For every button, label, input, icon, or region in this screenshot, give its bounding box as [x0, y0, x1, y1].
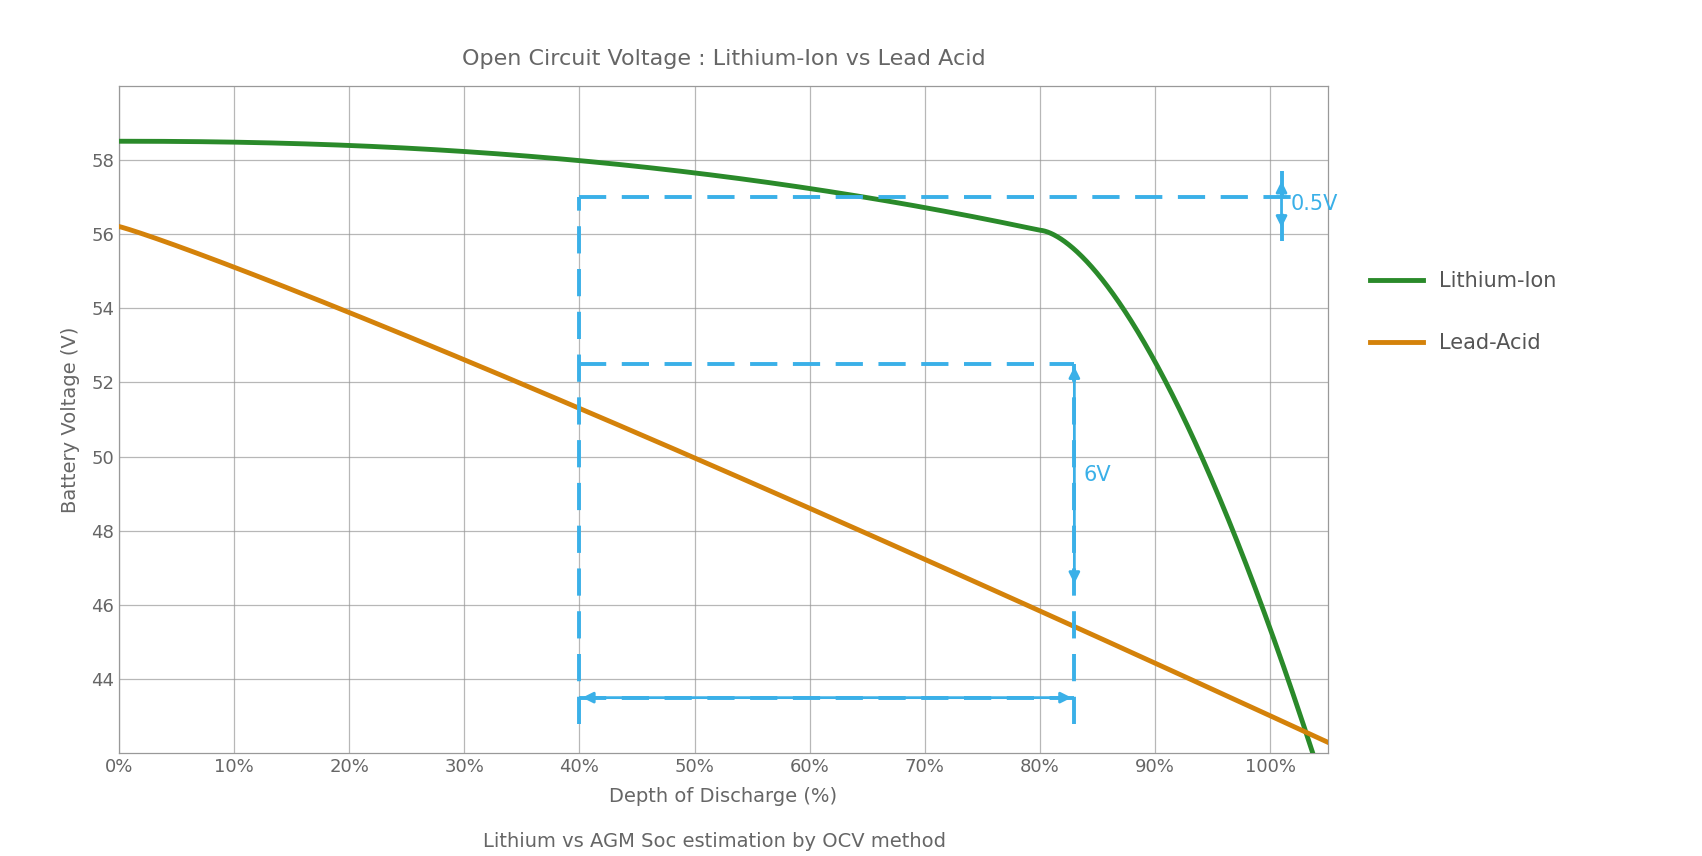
Legend: Lithium-Ion, Lead-Acid: Lithium-Ion, Lead-Acid	[1362, 263, 1564, 361]
Title: Open Circuit Voltage : Lithium-Ion vs Lead Acid: Open Circuit Voltage : Lithium-Ion vs Le…	[461, 49, 985, 68]
X-axis label: Depth of Discharge (%): Depth of Discharge (%)	[609, 788, 837, 806]
Text: 0.5V: 0.5V	[1290, 194, 1338, 214]
Text: Lithium vs AGM Soc estimation by OCV method: Lithium vs AGM Soc estimation by OCV met…	[483, 832, 946, 852]
Text: 6V: 6V	[1084, 465, 1111, 485]
Y-axis label: Battery Voltage (V): Battery Voltage (V)	[61, 326, 80, 513]
